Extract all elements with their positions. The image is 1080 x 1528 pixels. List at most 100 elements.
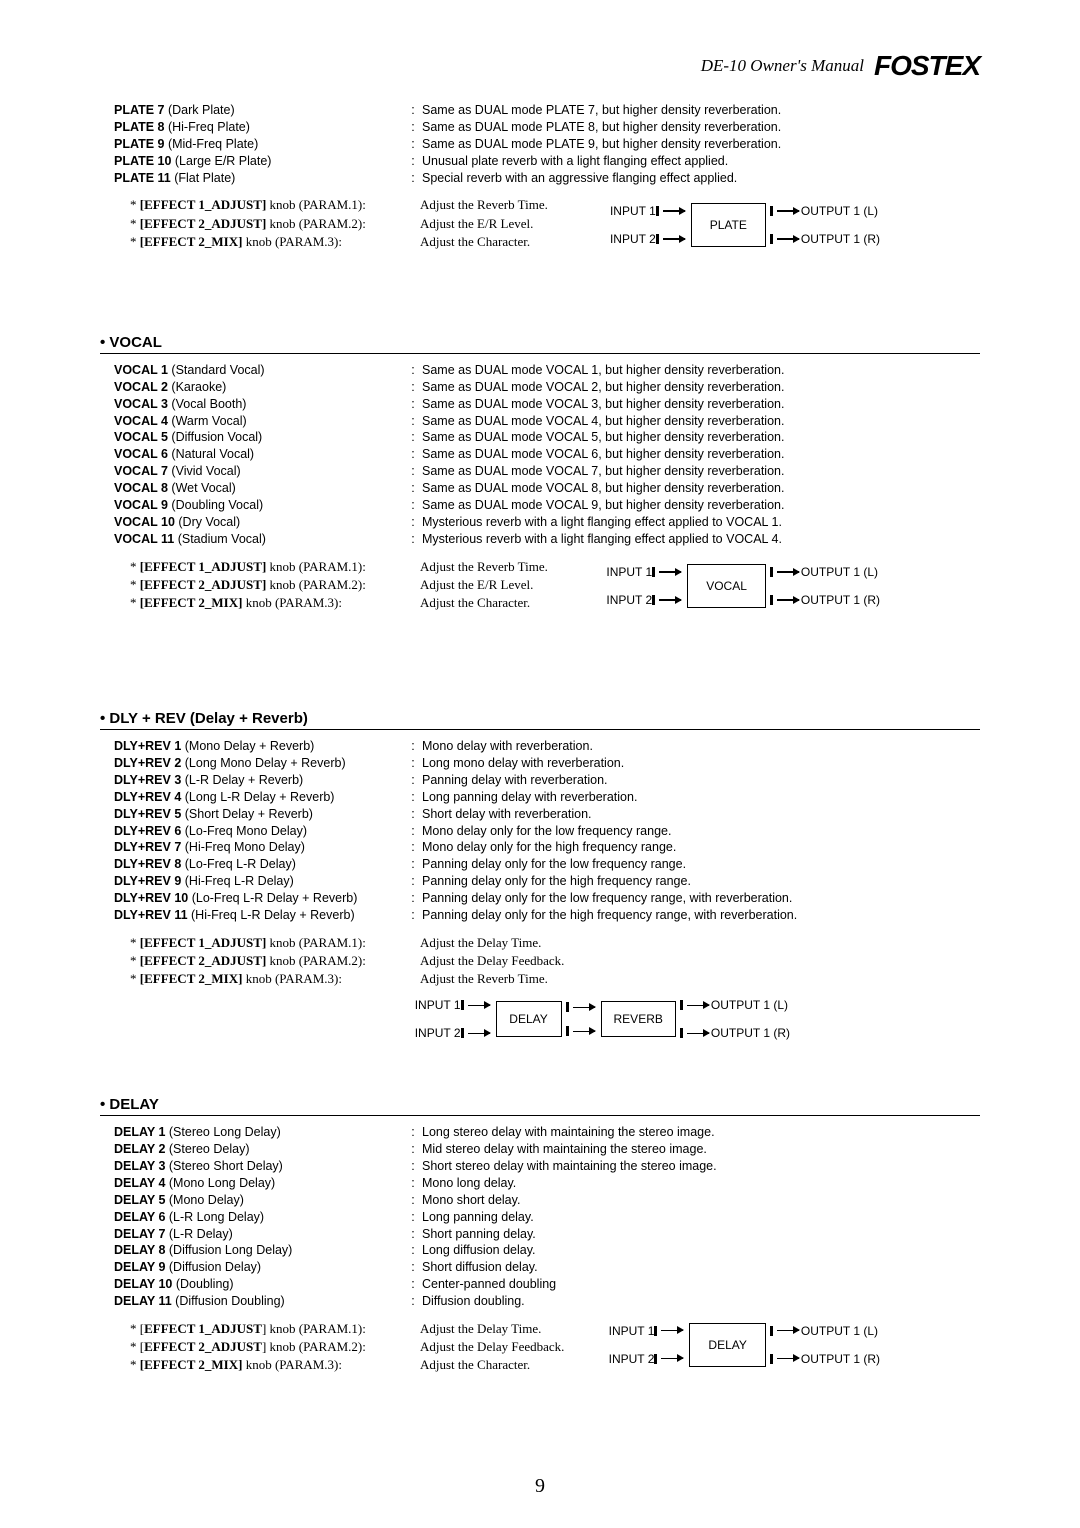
preset-name: VOCAL 5 (Diffusion Vocal) (114, 429, 404, 446)
preset-row: DELAY 9 (Diffusion Delay):Short diffusio… (100, 1259, 980, 1276)
colon: : (404, 396, 422, 413)
flow-input2: INPUT 2 (610, 232, 656, 246)
preset-name: PLATE 9 (Mid-Freq Plate) (114, 136, 404, 153)
flow-box-vocal: VOCAL (687, 564, 766, 608)
colon: : (404, 856, 422, 873)
colon: : (404, 1293, 422, 1310)
flow-output1: OUTPUT 1 (L) (711, 998, 788, 1012)
flow-output2: OUTPUT 1 (R) (801, 593, 880, 607)
preset-desc: Long panning delay with reverberation. (422, 789, 980, 806)
preset-row: DELAY 3 (Stereo Short Delay):Short stere… (100, 1158, 980, 1175)
preset-name: VOCAL 3 (Vocal Booth) (114, 396, 404, 413)
preset-name: PLATE 8 (Hi-Freq Plate) (114, 119, 404, 136)
preset-name: DLY+REV 11 (Hi-Freq L-R Delay + Reverb) (114, 907, 404, 924)
preset-name: DLY+REV 4 (Long L-R Delay + Reverb) (114, 789, 404, 806)
colon: : (404, 362, 422, 379)
colon: : (404, 738, 422, 755)
preset-row: VOCAL 11 (Stadium Vocal):Mysterious reve… (100, 531, 980, 548)
preset-name: DELAY 5 (Mono Delay) (114, 1192, 404, 1209)
preset-row: VOCAL 1 (Standard Vocal):Same as DUAL mo… (100, 362, 980, 379)
preset-row: VOCAL 2 (Karaoke):Same as DUAL mode VOCA… (100, 379, 980, 396)
preset-row: DLY+REV 1 (Mono Delay + Reverb):Mono del… (100, 738, 980, 755)
preset-row: DLY+REV 6 (Lo-Freq Mono Delay):Mono dela… (100, 823, 980, 840)
param-desc: Adjust the Delay Time. (420, 934, 980, 952)
flow-output1: OUTPUT 1 (L) (801, 565, 878, 579)
param-label: * [EFFECT 2_ADJUST] knob (PARAM.2): (130, 952, 420, 970)
preset-name: DELAY 7 (L-R Delay) (114, 1226, 404, 1243)
preset-desc: Mono delay only for the high frequency r… (422, 839, 980, 856)
preset-desc: Mono delay only for the low frequency ra… (422, 823, 980, 840)
preset-desc: Same as DUAL mode VOCAL 1, but higher de… (422, 362, 980, 379)
preset-row: VOCAL 3 (Vocal Booth):Same as DUAL mode … (100, 396, 980, 413)
vocal-preset-list: VOCAL 1 (Standard Vocal):Same as DUAL mo… (100, 362, 980, 548)
preset-desc: Same as DUAL mode PLATE 9, but higher de… (422, 136, 980, 153)
preset-row: PLATE 9 (Mid-Freq Plate):Same as DUAL mo… (100, 136, 980, 153)
colon: : (404, 379, 422, 396)
flow-box-plate: PLATE (691, 203, 766, 247)
flow-output2: OUTPUT 1 (R) (801, 232, 880, 246)
preset-row: DELAY 7 (L-R Delay):Short panning delay. (100, 1226, 980, 1243)
preset-name: DELAY 11 (Diffusion Doubling) (114, 1293, 404, 1310)
colon: : (404, 907, 422, 924)
colon: : (404, 1259, 422, 1276)
flow-input2: INPUT 2 (609, 1352, 655, 1366)
colon: : (404, 1124, 422, 1141)
preset-desc: Unusual plate reverb with a light flangi… (422, 153, 980, 170)
preset-name: DELAY 10 (Doubling) (114, 1276, 404, 1293)
colon: : (404, 446, 422, 463)
preset-name: PLATE 11 (Flat Plate) (114, 170, 404, 187)
preset-desc: Mono short delay. (422, 1192, 980, 1209)
preset-name: DLY+REV 10 (Lo-Freq L-R Delay + Reverb) (114, 890, 404, 907)
preset-name: DLY+REV 8 (Lo-Freq L-R Delay) (114, 856, 404, 873)
colon: : (404, 514, 422, 531)
flow-box-delay: DELAY (689, 1323, 765, 1367)
flow-box-delay: DELAY (496, 1001, 562, 1037)
flow-input2: INPUT 2 (415, 1026, 461, 1040)
flow-input1: INPUT 1 (609, 1324, 655, 1338)
param-label: * [EFFECT 2_MIX] knob (PARAM.3): (130, 970, 420, 988)
param-label: * [EFFECT 2_ADJUST] knob (PARAM.2): (130, 1338, 420, 1356)
preset-desc: Panning delay only for the low frequency… (422, 890, 980, 907)
preset-row: PLATE 7 (Dark Plate):Same as DUAL mode P… (100, 102, 980, 119)
page-number: 9 (0, 1475, 1080, 1498)
preset-desc: Mono delay with reverberation. (422, 738, 980, 755)
preset-name: PLATE 7 (Dark Plate) (114, 102, 404, 119)
preset-row: VOCAL 9 (Doubling Vocal):Same as DUAL mo… (100, 497, 980, 514)
delay-heading: • DELAY (100, 1096, 980, 1116)
vocal-signal-flow: INPUT 1 INPUT 2 VOCAL OUTPUT 1 (L) OUTPU… (606, 564, 880, 608)
preset-desc: Panning delay only for the high frequenc… (422, 907, 980, 924)
param-label: * [EFFECT 2_MIX] knob (PARAM.3): (130, 594, 420, 612)
param-row: * [EFFECT 1_ADJUST] knob (PARAM.1):Adjus… (130, 934, 980, 952)
dlyrev-heading: • DLY + REV (Delay + Reverb) (100, 710, 980, 730)
colon: : (404, 170, 422, 187)
preset-row: DLY+REV 7 (Hi-Freq Mono Delay):Mono dela… (100, 839, 980, 856)
preset-row: VOCAL 8 (Wet Vocal):Same as DUAL mode VO… (100, 480, 980, 497)
preset-name: VOCAL 11 (Stadium Vocal) (114, 531, 404, 548)
preset-name: DELAY 3 (Stereo Short Delay) (114, 1158, 404, 1175)
colon: : (404, 480, 422, 497)
flow-box-reverb: REVERB (601, 1001, 676, 1037)
dlyrev-signal-flow: INPUT 1 INPUT 2 DELAY REVERB OUTPUT 1 (L… (415, 998, 790, 1040)
colon: : (404, 1276, 422, 1293)
preset-desc: Long panning delay. (422, 1209, 980, 1226)
preset-name: VOCAL 7 (Vivid Vocal) (114, 463, 404, 480)
flow-output1: OUTPUT 1 (L) (801, 1324, 878, 1338)
preset-row: DLY+REV 5 (Short Delay + Reverb):Short d… (100, 806, 980, 823)
colon: : (404, 102, 422, 119)
preset-name: VOCAL 8 (Wet Vocal) (114, 480, 404, 497)
preset-desc: Mysterious reverb with a light flanging … (422, 531, 980, 548)
colon: : (404, 1242, 422, 1259)
preset-desc: Same as DUAL mode PLATE 8, but higher de… (422, 119, 980, 136)
preset-name: VOCAL 6 (Natural Vocal) (114, 446, 404, 463)
preset-row: VOCAL 6 (Natural Vocal):Same as DUAL mod… (100, 446, 980, 463)
preset-row: DLY+REV 4 (Long L-R Delay + Reverb):Long… (100, 789, 980, 806)
colon: : (404, 429, 422, 446)
preset-desc: Diffusion doubling. (422, 1293, 980, 1310)
dlyrev-param-notes: * [EFFECT 1_ADJUST] knob (PARAM.1):Adjus… (100, 934, 980, 989)
preset-name: DELAY 4 (Mono Long Delay) (114, 1175, 404, 1192)
colon: : (404, 1158, 422, 1175)
preset-desc: Mysterious reverb with a light flanging … (422, 514, 980, 531)
preset-name: VOCAL 9 (Doubling Vocal) (114, 497, 404, 514)
preset-name: DLY+REV 3 (L-R Delay + Reverb) (114, 772, 404, 789)
colon: : (404, 789, 422, 806)
